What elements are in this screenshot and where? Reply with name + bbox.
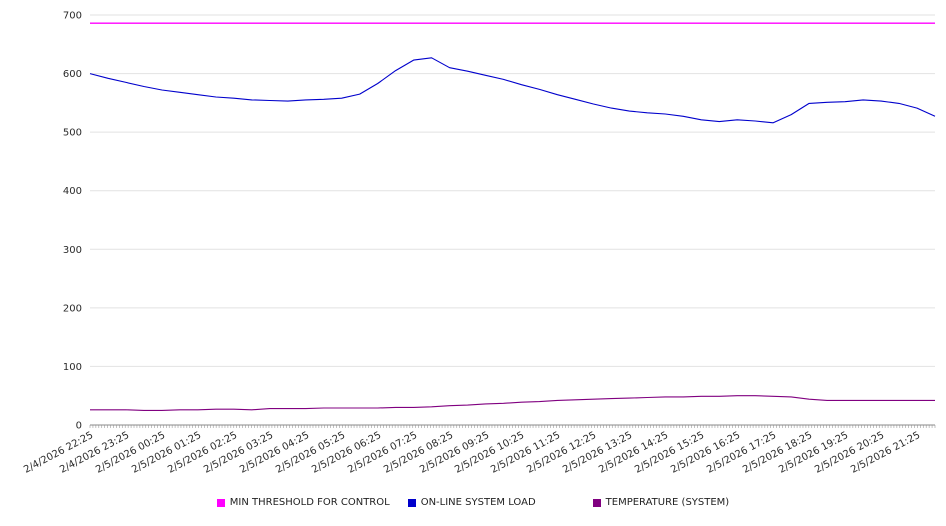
legend-label: TEMPERATURE (SYSTEM) <box>605 497 730 508</box>
legend: MIN THRESHOLD FOR CONTROL ON-LINE SYSTEM … <box>0 497 946 508</box>
y-tick-label: 300 <box>63 245 82 256</box>
legend-swatch-icon <box>216 498 225 507</box>
legend-swatch-icon <box>592 498 601 507</box>
y-tick-label: 700 <box>63 11 82 22</box>
legend-item: MIN THRESHOLD FOR CONTROL <box>216 497 390 508</box>
y-tick-label: 500 <box>63 128 82 139</box>
y-tick-label: 200 <box>63 303 82 314</box>
series-line-on-line-system-load <box>89 57 936 124</box>
legend-swatch-icon <box>407 498 416 507</box>
legend-label: ON-LINE SYSTEM LOAD <box>420 497 536 508</box>
legend-item: TEMPERATURE (SYSTEM) <box>592 497 730 508</box>
y-tick-label: 400 <box>63 186 82 197</box>
plot-area: 0 100 200 300 400 500 600 700 <box>63 11 936 432</box>
y-tick-label: 0 <box>76 421 82 432</box>
legend-item: ON-LINE SYSTEM LOAD <box>407 497 536 508</box>
series-line-temperature-system <box>90 395 935 411</box>
y-tick-label: 100 <box>63 362 82 373</box>
y-tick-label: 600 <box>63 69 82 80</box>
legend-label: MIN THRESHOLD FOR CONTROL <box>229 497 390 508</box>
